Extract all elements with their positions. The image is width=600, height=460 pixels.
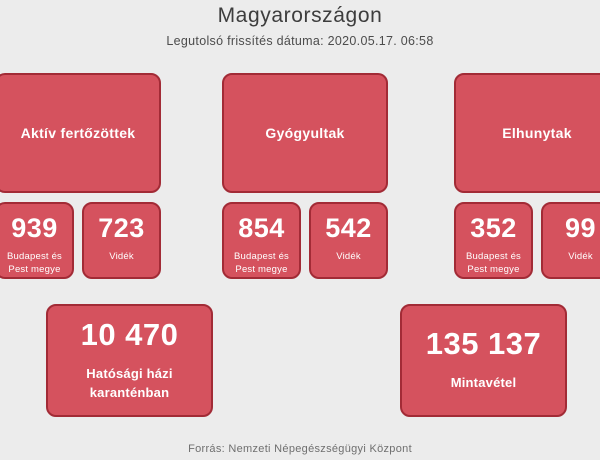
stat-label: Vidék — [568, 251, 593, 262]
stat-label: Vidék — [109, 251, 134, 262]
page-title: Magyarországon — [217, 4, 383, 27]
stat-value: 99 — [564, 213, 597, 243]
card-recovered-countryside: 542 Vidék — [309, 202, 388, 279]
stat-label: Budapest és Pest megye — [6, 251, 63, 276]
stat-value: 939 — [11, 213, 58, 243]
stat-value: 723 — [98, 213, 145, 243]
card-deceased: Elhunytak — [454, 73, 600, 193]
stat-value: 542 — [325, 213, 372, 243]
last-updated-text: Legutolsó frissítés dátuma: 2020.05.17. … — [166, 34, 434, 48]
card-deceased-budapest: 352 Budapest és Pest megye — [454, 202, 533, 279]
card-recovered: Gyógyultak — [222, 73, 388, 193]
card-active-infections: Aktív fertőzöttek — [0, 73, 161, 193]
stat-label: Budapest és Pest megye — [233, 251, 290, 276]
stat-label: Mintavétel — [450, 375, 517, 391]
card-title: Aktív fertőzöttek — [20, 125, 136, 141]
stat-label: Vidék — [336, 251, 361, 262]
card-recovered-budapest: 854 Budapest és Pest megye — [222, 202, 301, 279]
stat-value: 10 470 — [80, 316, 179, 352]
card-samples: 135 137 Mintavétel — [400, 304, 567, 417]
card-active-budapest: 939 Budapest és Pest megye — [0, 202, 74, 279]
stat-value: 854 — [238, 213, 285, 243]
card-deceased-countryside: 99 Vidék — [541, 202, 600, 279]
card-quarantine: 10 470 Hatósági házi karanténban — [46, 304, 213, 417]
source-attribution: Forrás: Nemzeti Népegészségügyi Központ — [188, 443, 412, 455]
card-active-countryside: 723 Vidék — [82, 202, 161, 279]
stat-label: Hatósági házi karanténban — [86, 365, 173, 400]
stat-value: 135 137 — [425, 326, 542, 362]
card-title: Elhunytak — [502, 125, 572, 141]
stat-value: 352 — [470, 213, 517, 243]
card-title: Gyógyultak — [265, 125, 345, 141]
stat-label: Budapest és Pest megye — [465, 251, 522, 276]
